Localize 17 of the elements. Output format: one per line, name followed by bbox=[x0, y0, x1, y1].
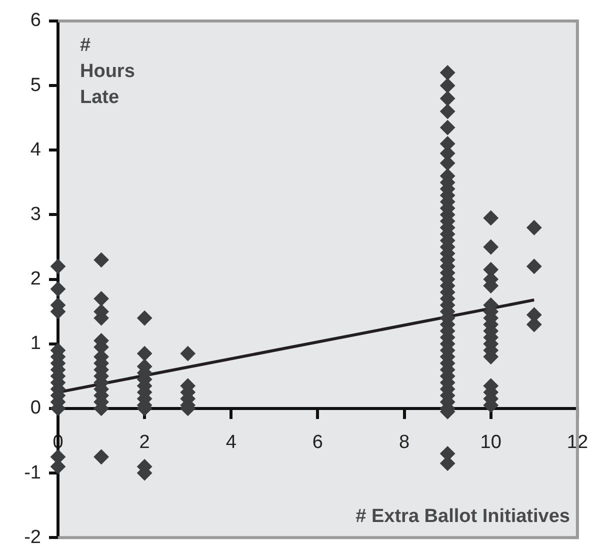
y-tick-label: -1 bbox=[24, 462, 41, 484]
x-tick-label: 8 bbox=[399, 432, 410, 454]
y-tick-label: 6 bbox=[30, 10, 41, 32]
y-tick-label: 3 bbox=[30, 204, 41, 225]
y-tick-label: 1 bbox=[30, 333, 41, 354]
x-tick-label: 12 bbox=[566, 432, 588, 454]
y-tick-label: 0 bbox=[30, 398, 41, 419]
y-tick-label: 4 bbox=[30, 139, 42, 160]
y-tick-label: -2 bbox=[24, 526, 41, 548]
x-tick-label: 10 bbox=[480, 432, 502, 454]
y-tick-label: 2 bbox=[30, 268, 41, 290]
x-axis-title: # Extra Ballot Initiatives bbox=[356, 505, 570, 529]
y-tick-label: 5 bbox=[30, 74, 41, 96]
x-tick-label: 4 bbox=[226, 432, 237, 454]
x-tick-label: 2 bbox=[139, 432, 150, 454]
x-tick-label: 6 bbox=[312, 432, 324, 454]
y-axis-title: # Hours Late bbox=[80, 34, 135, 110]
